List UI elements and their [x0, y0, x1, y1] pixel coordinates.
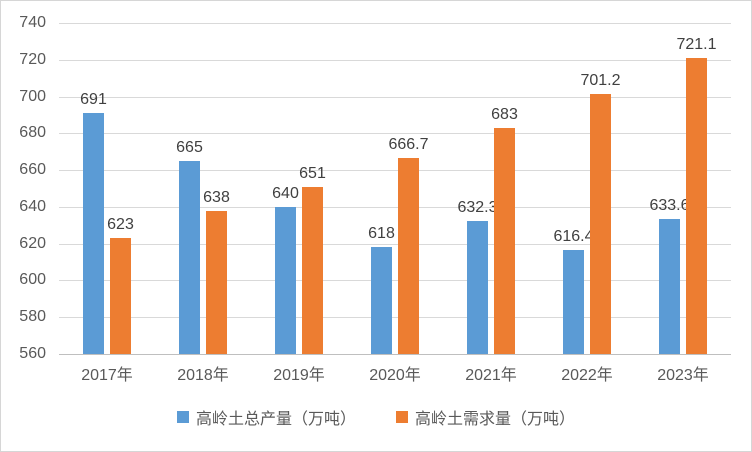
data-label-production-2022年: 616.4: [553, 228, 594, 246]
bar-production-2018年: [179, 160, 200, 354]
bar-demand-2021年: [494, 127, 515, 354]
y-tick-label: 600: [19, 271, 46, 289]
gridline: [59, 317, 731, 319]
bar-production-2022年: [563, 250, 584, 354]
gridline: [59, 243, 731, 245]
data-label-demand-2023年: 721.1: [676, 35, 717, 53]
data-label-production-2019年: 640: [272, 184, 299, 202]
data-label-demand-2018年: 638: [203, 188, 230, 206]
y-tick-label: 680: [19, 124, 46, 142]
bar-demand-2020年: [398, 157, 419, 354]
y-tick-label: 560: [19, 345, 46, 362]
y-tick-label: 720: [19, 50, 46, 68]
legend-item-demand: 高岭土需求量（万吨）: [396, 405, 575, 429]
data-label-production-2021年: 632.3: [457, 199, 498, 217]
data-label-production-2018年: 665: [176, 138, 203, 156]
gridline: [59, 23, 731, 24]
plot-area: 691 623 665 638 640 651 618 666.7 632.3 683 616.4 7…: [59, 23, 731, 355]
x-category-label-2018年: 2018年: [177, 367, 229, 384]
y-tick-label: 740: [19, 14, 46, 31]
x-category-label-2017年: 2017年: [81, 367, 133, 384]
bar-production-2019年: [275, 206, 296, 354]
y-tick-label: 580: [19, 308, 46, 326]
data-label-demand-2020年: 666.7: [388, 135, 429, 153]
legend-label-production: 高岭土总产量（万吨）: [195, 411, 356, 428]
x-category-label-2021年: 2021年: [465, 367, 517, 384]
gridline: [59, 170, 731, 172]
bar-demand-2017年: [110, 238, 131, 354]
y-tick-label: 700: [19, 87, 46, 105]
x-category-label-2020年: 2020年: [369, 367, 421, 384]
legend-swatch-demand-icon: [396, 411, 408, 423]
data-label-demand-2019年: 651: [299, 164, 326, 182]
bar-demand-2019年: [302, 186, 323, 354]
bar-production-2021年: [467, 221, 488, 354]
x-category-label-2023年: 2023年: [657, 367, 709, 384]
bar-demand-2023年: [686, 57, 707, 354]
gridline: [59, 206, 731, 208]
legend-label-demand: 高岭土需求量（万吨）: [415, 411, 576, 428]
legend-swatch-production-icon: [176, 411, 189, 423]
legend: 高岭土总产量（万吨） 高岭土需求量（万吨）: [1, 405, 751, 429]
bar-production-2017年: [83, 113, 104, 354]
gridline: [59, 280, 731, 282]
data-label-demand-2022年: 701.2: [580, 72, 621, 90]
y-tick-label: 640: [19, 197, 46, 215]
y-tick-label: 620: [19, 234, 46, 252]
gridline: [59, 133, 731, 135]
data-label-production-2017年: 691: [80, 91, 107, 109]
data-label-demand-2021年: 683: [491, 105, 518, 123]
y-tick-label: 660: [19, 161, 46, 179]
data-label-production-2023年: 633.6: [649, 196, 690, 214]
gridline: [59, 59, 731, 61]
bar-production-2020年: [371, 247, 392, 354]
x-category-label-2022年: 2022年: [561, 367, 613, 384]
legend-item-production: 高岭土总产量（万吨）: [176, 405, 356, 429]
x-category-label-2019年: 2019年: [273, 367, 325, 384]
bar-production-2023年: [659, 218, 680, 354]
gridline: [59, 96, 731, 98]
bar-demand-2022年: [590, 94, 611, 354]
data-label-production-2020年: 618: [368, 225, 395, 243]
bar-demand-2018年: [206, 210, 227, 354]
x-axis-line: [59, 354, 731, 355]
data-label-demand-2017年: 623: [107, 216, 134, 234]
